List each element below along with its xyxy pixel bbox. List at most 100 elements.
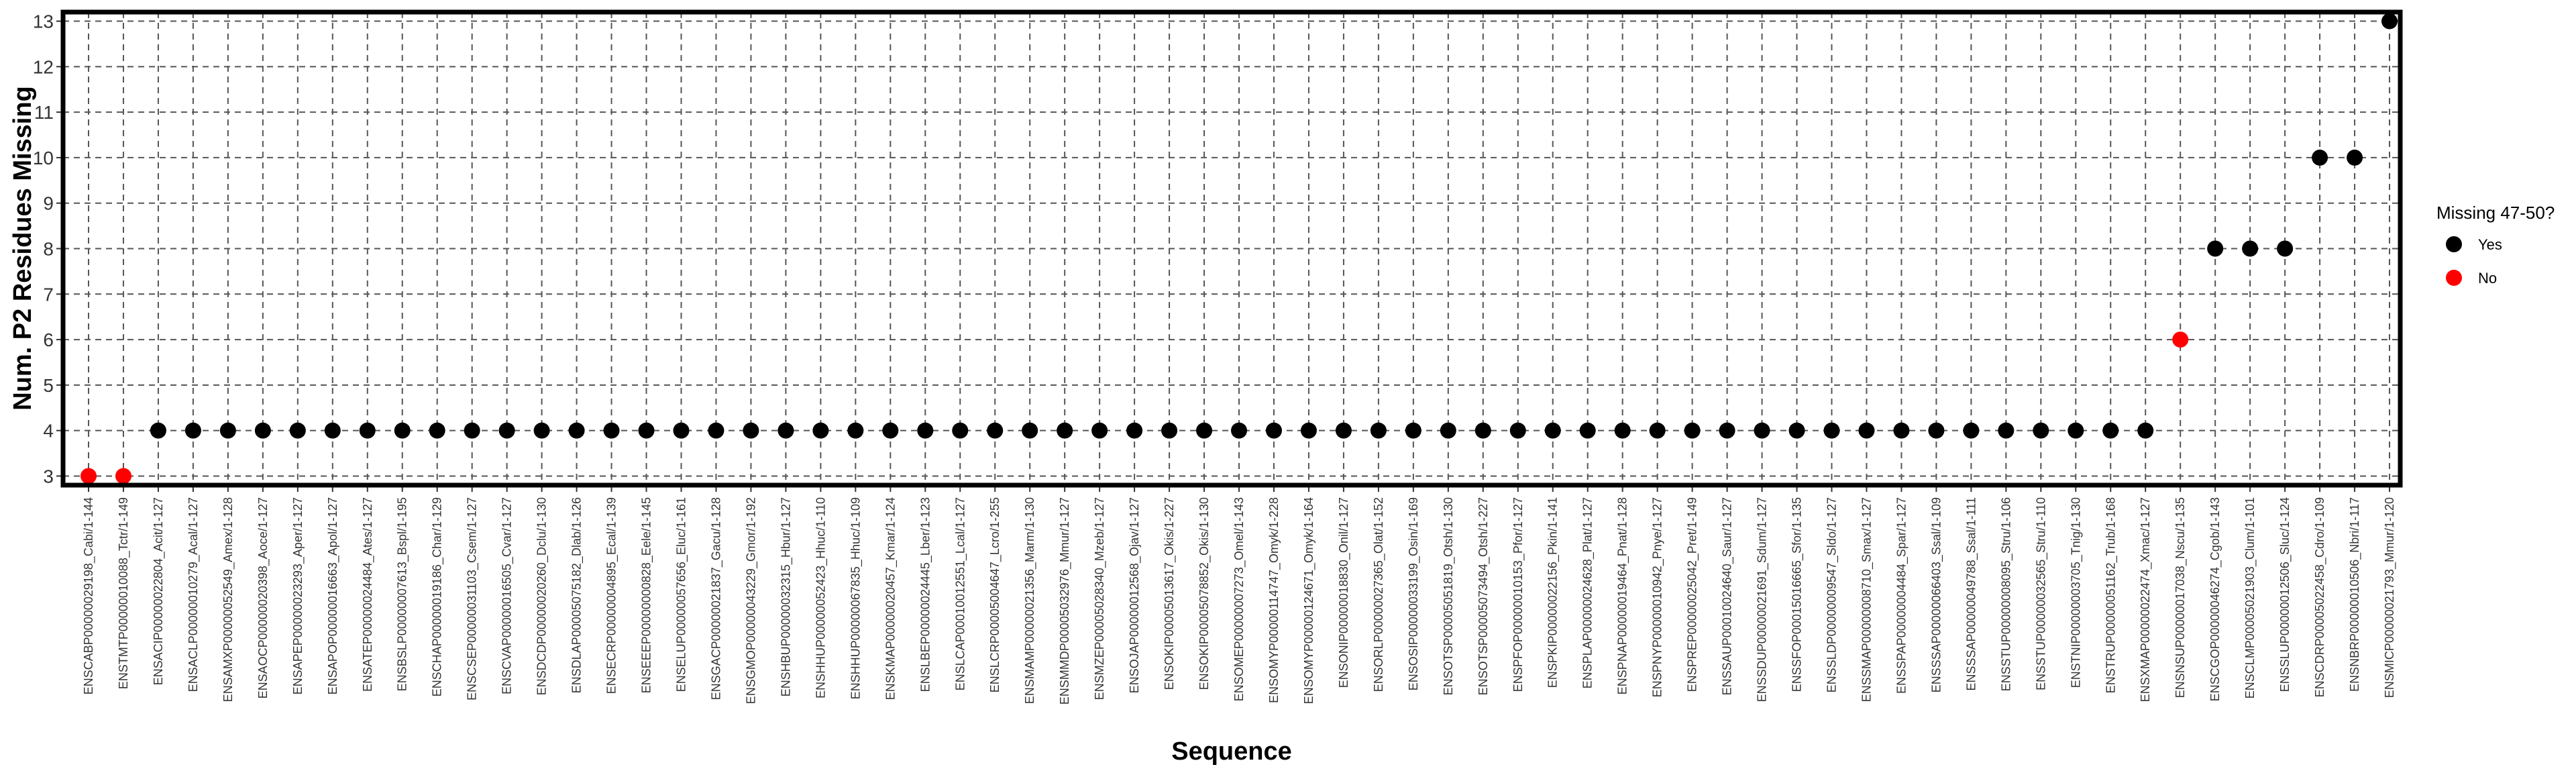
y-axis-title: Num. P2 Residues Missing <box>9 86 37 411</box>
x-tick-label-55: ENSSTUP00000008095_Stru/1-106 <box>1999 497 2013 691</box>
x-tick-label-9: ENSBSLP00000007613_Bspl/1-195 <box>396 497 410 691</box>
data-point-39 <box>1440 422 1456 439</box>
data-point-59 <box>2137 422 2154 439</box>
data-point-64 <box>2312 149 2328 166</box>
data-point-0 <box>80 468 97 484</box>
data-point-57 <box>2068 422 2084 439</box>
x-tick-label-60: ENSNSUP00000017038_Nscu/1-135 <box>2174 497 2188 698</box>
x-tick-label-38: ENSOSIP00000033199_Osin/1-169 <box>1407 497 1421 690</box>
x-tick-label-56: ENSSTUP00000032565_Stru/1-110 <box>2034 497 2048 690</box>
x-tick-label-57: ENSTNIP00000003705_Tnig/1-130 <box>2069 497 2083 688</box>
data-point-55 <box>1998 422 2015 439</box>
x-tick-label-39: ENSOTSP00005051819_Otsh/1-130 <box>1442 497 1456 695</box>
data-point-2 <box>150 422 166 439</box>
data-point-45 <box>1649 422 1666 439</box>
x-axis-title: Sequence <box>1171 737 1292 766</box>
data-point-56 <box>2033 422 2049 439</box>
x-tick-label-12: ENSCVAP00000016505_Cvar/1-127 <box>500 497 515 694</box>
x-tick-label-24: ENSLBEP00000024445_Lber/1-123 <box>918 497 932 692</box>
y-axis-ticks: 3 4 5 6 7 8 9 10 11 12 13 <box>33 11 63 486</box>
x-tick-label-36: ENSONIP00000018830_Onil/1-127 <box>1337 497 1351 688</box>
y-tick-label-2: 5 <box>43 375 54 396</box>
data-point-34 <box>1265 422 1282 439</box>
x-tick-label-50: ENSSLDP00000009547_Sldo/1-127 <box>1825 497 1839 692</box>
data-point-52 <box>1893 422 1910 439</box>
x-tick-label-37: ENSORLP00000027365_Olat/1-152 <box>1372 497 1386 692</box>
legend: Missing 47-50? Yes No <box>2436 203 2555 287</box>
legend-key-no <box>2446 270 2462 286</box>
data-point-25 <box>952 422 969 439</box>
x-tick-label-28: ENSMMDP00005032976_Mmur/1-127 <box>1058 497 1072 705</box>
y-tick-label-1: 4 <box>43 421 54 442</box>
data-point-32 <box>1196 422 1213 439</box>
data-point-61 <box>2207 240 2224 257</box>
x-tick-label-54: ENSSSAP00000049788_Ssal/1-111 <box>1964 497 1978 691</box>
x-tick-label-47: ENSSAUP00010024640_Saur/1-127 <box>1721 497 1735 695</box>
y-tick-label-9: 12 <box>33 56 54 77</box>
x-tick-label-23: ENSKMAP00000020457_Kmar/1-124 <box>883 497 898 700</box>
data-point-42 <box>1544 422 1561 439</box>
x-tick-label-6: ENSAPEP00000023293_Aper/1-127 <box>291 497 305 694</box>
data-point-23 <box>882 422 899 439</box>
x-tick-label-4: ENSAMXP00000052549_Amex/1-128 <box>221 497 235 702</box>
data-point-12 <box>498 422 515 439</box>
data-point-15 <box>603 422 620 439</box>
data-point-36 <box>1335 422 1352 439</box>
data-point-65 <box>2347 149 2363 166</box>
x-tick-label-42: ENSPKIP00000022156_Pkin/1-141 <box>1546 497 1560 688</box>
data-point-22 <box>847 422 864 439</box>
data-point-16 <box>638 422 655 439</box>
x-tick-label-53: ENSSSAP00000066403_Ssal/1-109 <box>1929 497 1943 692</box>
x-tick-label-35: ENSOMYP00000124671_Omyk/1-164 <box>1302 497 1316 704</box>
x-tick-label-17: ENSELUP00000057656_Eluc/1-161 <box>674 497 688 692</box>
x-tick-label-32: ENSOKIP00005078852_Okis/1-130 <box>1197 497 1212 690</box>
data-point-31 <box>1161 422 1178 439</box>
x-tick-label-0: ENSCABP00000029198_Cabi/1-144 <box>82 497 96 694</box>
data-point-37 <box>1370 422 1387 439</box>
x-tick-label-13: ENSDCDP00000020260_Dclu/1-130 <box>535 497 549 695</box>
data-point-8 <box>359 422 376 439</box>
x-tick-label-14: ENSDLAP00005075182_Dlab/1-126 <box>570 497 584 693</box>
data-point-47 <box>1719 422 1735 439</box>
data-point-58 <box>2102 422 2119 439</box>
data-point-40 <box>1474 422 1491 439</box>
data-point-27 <box>1022 422 1038 439</box>
y-tick-label-10: 13 <box>33 11 54 32</box>
x-tick-label-20: ENSHBUP00000032315_Hbur/1-127 <box>779 497 793 697</box>
x-tick-label-22: ENSHHUP00000067835_Hhuc/1-109 <box>849 497 863 699</box>
data-point-13 <box>533 422 550 439</box>
data-points <box>80 13 2398 484</box>
panel-border <box>60 9 2403 488</box>
legend-title: Missing 47-50? <box>2436 203 2555 223</box>
y-tick-label-0: 3 <box>43 466 54 486</box>
data-point-10 <box>429 422 445 439</box>
data-point-6 <box>289 422 306 439</box>
x-tick-label-59: ENSXMAP00000022474_Xmac/1-127 <box>2139 497 2153 702</box>
data-point-7 <box>324 422 341 439</box>
data-point-18 <box>708 422 724 439</box>
x-tick-label-3: ENSACLP00000010279_Acal/1-127 <box>186 497 201 692</box>
x-tick-label-44: ENSPNAP00000019464_Pnat/1-128 <box>1616 497 1630 694</box>
x-tick-label-11: ENSCSEP00000031103_Csem/1-127 <box>466 497 480 701</box>
data-point-44 <box>1614 422 1631 439</box>
x-tick-label-19: ENSGMOP00000043229_Gmor/1-192 <box>744 497 758 704</box>
x-tick-label-34: ENSOMYP00000114747_Omyk/1-228 <box>1267 497 1281 703</box>
data-point-20 <box>777 422 794 439</box>
x-tick-label-16: ENSEEEP00000000828_Eele/1-145 <box>640 497 654 693</box>
data-point-41 <box>1509 422 1526 439</box>
x-tick-label-7: ENSAPOP00000016663_Apol/1-127 <box>326 497 340 694</box>
data-point-48 <box>1754 422 1770 439</box>
data-point-24 <box>917 422 934 439</box>
y-tick-label-8: 11 <box>34 102 54 123</box>
x-tick-label-18: ENSGACP00000021837_Gacu/1-128 <box>709 497 723 700</box>
x-tick-label-21: ENSHHUP00000052423_Hhuc/1-110 <box>814 497 828 699</box>
legend-label-yes: Yes <box>2478 236 2502 253</box>
data-point-3 <box>184 422 201 439</box>
x-tick-label-29: ENSMZEP00005028340_Mzeb/1-127 <box>1093 497 1107 700</box>
x-tick-label-63: ENSSLUP00000012506_Sluc/1-124 <box>2278 497 2292 692</box>
x-tick-label-65: ENSNBRP00000010506_Nbri/1-117 <box>2348 497 2362 692</box>
legend-key-yes <box>2446 236 2462 252</box>
x-tick-label-2: ENSACIP00000022804_Acit/1-127 <box>152 497 166 685</box>
